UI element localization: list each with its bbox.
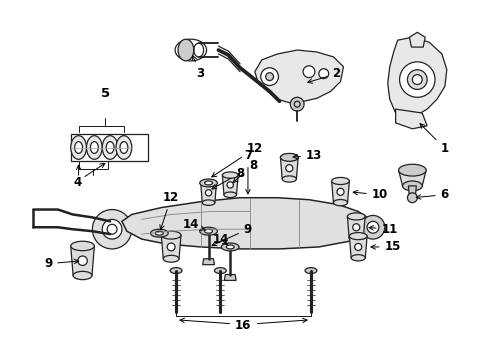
Ellipse shape xyxy=(351,255,366,261)
Polygon shape xyxy=(398,170,426,186)
Ellipse shape xyxy=(201,180,217,186)
Ellipse shape xyxy=(226,245,234,249)
Text: 16: 16 xyxy=(235,319,251,332)
Text: 13: 13 xyxy=(293,149,322,162)
Ellipse shape xyxy=(305,267,317,274)
Circle shape xyxy=(319,69,329,78)
Ellipse shape xyxy=(282,176,296,182)
Ellipse shape xyxy=(74,141,82,153)
Circle shape xyxy=(261,68,278,85)
Ellipse shape xyxy=(398,164,426,176)
Ellipse shape xyxy=(71,241,95,251)
Ellipse shape xyxy=(349,233,367,240)
Circle shape xyxy=(286,165,293,172)
Text: 5: 5 xyxy=(100,87,110,100)
Circle shape xyxy=(290,97,304,111)
Circle shape xyxy=(102,219,122,239)
Ellipse shape xyxy=(155,231,163,235)
Text: 2: 2 xyxy=(308,67,341,83)
Circle shape xyxy=(303,66,315,78)
Circle shape xyxy=(413,75,422,85)
Ellipse shape xyxy=(120,141,128,153)
Ellipse shape xyxy=(163,255,179,262)
Ellipse shape xyxy=(215,267,226,274)
Bar xyxy=(71,134,147,161)
Text: 4: 4 xyxy=(74,176,82,189)
Polygon shape xyxy=(395,109,427,129)
Circle shape xyxy=(361,215,385,239)
Circle shape xyxy=(227,182,233,188)
Ellipse shape xyxy=(102,136,118,159)
Polygon shape xyxy=(224,275,236,280)
Polygon shape xyxy=(349,236,367,258)
Text: 9: 9 xyxy=(44,257,79,270)
Circle shape xyxy=(337,188,344,195)
Text: 12: 12 xyxy=(160,191,179,230)
Polygon shape xyxy=(161,235,181,259)
Text: 3: 3 xyxy=(192,55,205,80)
Ellipse shape xyxy=(332,177,349,185)
Ellipse shape xyxy=(221,243,239,251)
Ellipse shape xyxy=(333,199,347,206)
Ellipse shape xyxy=(222,172,238,178)
Circle shape xyxy=(78,256,87,265)
Polygon shape xyxy=(388,37,447,119)
Ellipse shape xyxy=(170,267,182,274)
Polygon shape xyxy=(332,181,349,203)
Ellipse shape xyxy=(402,181,422,191)
Ellipse shape xyxy=(150,229,168,237)
Circle shape xyxy=(408,70,427,89)
Text: 1: 1 xyxy=(420,123,449,155)
Ellipse shape xyxy=(178,39,194,61)
Text: 7: 7 xyxy=(244,149,252,194)
Polygon shape xyxy=(122,198,373,249)
Ellipse shape xyxy=(200,179,218,187)
Circle shape xyxy=(167,243,175,251)
Ellipse shape xyxy=(91,141,98,153)
Ellipse shape xyxy=(106,141,114,153)
Ellipse shape xyxy=(161,231,181,239)
Text: 14: 14 xyxy=(212,233,228,246)
Polygon shape xyxy=(201,183,217,203)
Text: 12: 12 xyxy=(212,142,263,177)
Ellipse shape xyxy=(202,200,215,206)
Text: 6: 6 xyxy=(416,188,449,201)
Ellipse shape xyxy=(86,136,102,159)
Text: 14: 14 xyxy=(183,218,205,231)
Polygon shape xyxy=(203,259,215,265)
Circle shape xyxy=(408,193,417,203)
Ellipse shape xyxy=(280,154,298,161)
Ellipse shape xyxy=(205,181,213,185)
Text: 11: 11 xyxy=(369,223,398,236)
Text: 10: 10 xyxy=(353,188,388,201)
Ellipse shape xyxy=(200,227,218,235)
Ellipse shape xyxy=(347,213,365,220)
Text: 8: 8 xyxy=(233,159,257,183)
Polygon shape xyxy=(71,246,95,275)
Circle shape xyxy=(355,243,362,251)
Ellipse shape xyxy=(280,153,298,161)
Circle shape xyxy=(353,224,360,231)
Ellipse shape xyxy=(349,235,364,241)
Polygon shape xyxy=(222,175,238,195)
Polygon shape xyxy=(409,186,416,198)
Polygon shape xyxy=(410,32,425,47)
Circle shape xyxy=(93,210,132,249)
Text: 8: 8 xyxy=(212,167,244,189)
Ellipse shape xyxy=(205,229,213,233)
Ellipse shape xyxy=(71,136,86,159)
Ellipse shape xyxy=(116,136,132,159)
Text: 9: 9 xyxy=(212,223,252,246)
Circle shape xyxy=(205,190,212,196)
Polygon shape xyxy=(255,50,343,103)
Ellipse shape xyxy=(224,192,237,198)
Polygon shape xyxy=(347,216,365,238)
Circle shape xyxy=(367,221,379,233)
Circle shape xyxy=(266,73,273,81)
Text: 15: 15 xyxy=(371,240,401,253)
Circle shape xyxy=(399,62,435,97)
Polygon shape xyxy=(280,157,298,179)
Ellipse shape xyxy=(73,271,92,280)
